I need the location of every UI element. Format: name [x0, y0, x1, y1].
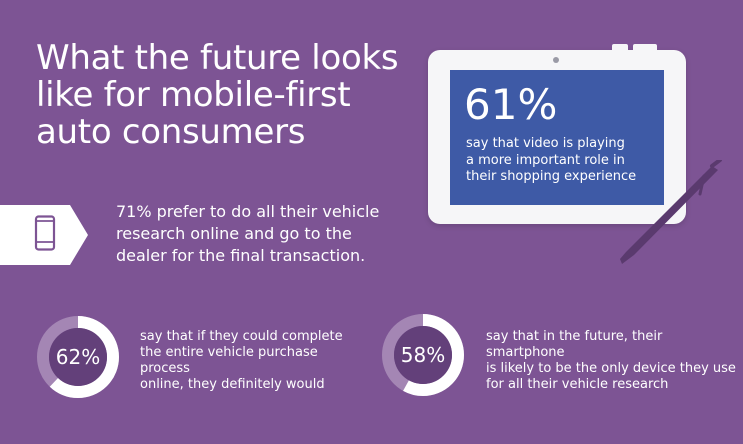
title-line-3: auto consumers [36, 112, 306, 152]
video-stat-description: say that video is playing a more importa… [466, 136, 661, 186]
phone-callout-tab [0, 205, 88, 265]
purchase-online-line-1: say that if they could complete [140, 329, 343, 344]
online-research-stat: 71% prefer to do all their vehicle resea… [116, 201, 416, 267]
stylus-pen-icon [620, 160, 722, 264]
online-research-line-2: research online and go to the [116, 224, 352, 243]
smartphone-only-line-1: say that in the future, their smartphone [486, 329, 663, 360]
tablet-illustration: 61% say that video is playing a more imp… [428, 44, 686, 224]
smartphone-only-line-3: for all their vehicle research [486, 377, 669, 392]
donut-58-fill [382, 314, 464, 396]
donut-chart-62 [37, 316, 119, 398]
purchase-online-line-3: online, they definitely would [140, 377, 325, 392]
title-line-2: like for mobile-first [36, 75, 351, 115]
purchase-online-stat: say that if they could complete the enti… [140, 329, 370, 393]
tablet-button-top-left [612, 44, 628, 52]
video-stat-line-2: a more important role in [466, 152, 625, 168]
purchase-online-line-2: the entire vehicle purchase process [140, 345, 318, 376]
tablet-camera [553, 57, 559, 63]
donut-58-label: 58% [400, 343, 446, 367]
video-stat-percent: 61% [464, 80, 558, 129]
donut-chart-58 [382, 314, 464, 396]
donut-62-fill [37, 316, 119, 398]
page-title: What the future looks like for mobile-fi… [36, 40, 416, 151]
smartphone-only-line-2: is likely to be the only device they use [486, 361, 736, 376]
online-research-line-1: 71% prefer to do all their vehicle [116, 202, 380, 221]
online-research-line-3: dealer for the final transaction. [116, 246, 366, 265]
video-stat-line-3: their shopping experience [466, 169, 637, 184]
tablet-screen: 61% say that video is playing a more imp… [450, 70, 664, 205]
donut-62-label: 62% [55, 345, 101, 369]
title-line-1: What the future looks [36, 38, 399, 78]
tablet-button-top-right [633, 44, 657, 52]
video-stat-line-1: say that video is playing [466, 136, 625, 151]
smartphone-only-stat: say that in the future, their smartphone… [486, 329, 736, 393]
smartphone-icon [34, 215, 56, 251]
